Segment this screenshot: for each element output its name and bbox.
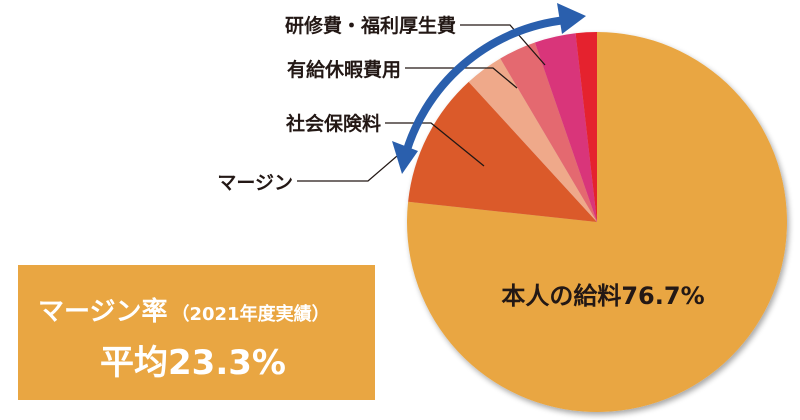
margin-range-arrow — [392, 3, 586, 174]
callout-label-training: 研修費・福利厚生費 — [285, 14, 456, 37]
pie-slice-paid-leave — [468, 58, 597, 223]
callout-label-social-insurance: 社会保険料 — [285, 112, 381, 135]
pie-slice-training-welfare — [500, 42, 597, 222]
margin-rate-box: マージン率 （2021年度実績） 平均23.3% — [18, 265, 375, 400]
margin-rate-value: 平均23.3% — [100, 343, 286, 383]
leader-line-paid-leave — [405, 67, 518, 89]
leader-lines — [297, 24, 546, 182]
pie-slice-other-2 — [575, 31, 597, 222]
arrow-head-bottom — [392, 141, 418, 174]
margin-rate-year-note: （2021年度実績） — [171, 304, 330, 325]
pie-slices — [406, 31, 787, 413]
leader-line-training — [460, 24, 546, 66]
pie-slice-salary — [406, 32, 787, 413]
margin-rate-title: マージン率 — [38, 297, 168, 327]
arrow-arc — [400, 16, 567, 162]
leader-line-margin — [297, 149, 405, 182]
margin-rate-heading: マージン率 （2021年度実績） — [38, 291, 330, 328]
callout-label-paid-leave: 有給休暇費用 — [287, 58, 401, 81]
callout-label-margin: マージン — [217, 172, 293, 194]
pie-slice-other-1 — [534, 33, 597, 223]
arrow-head-top — [557, 3, 586, 34]
leader-line-social-insurance — [385, 122, 485, 167]
slice-label-salary: 本人の給料76.7% — [501, 282, 704, 310]
pie-slice-social-insurance — [408, 81, 597, 223]
